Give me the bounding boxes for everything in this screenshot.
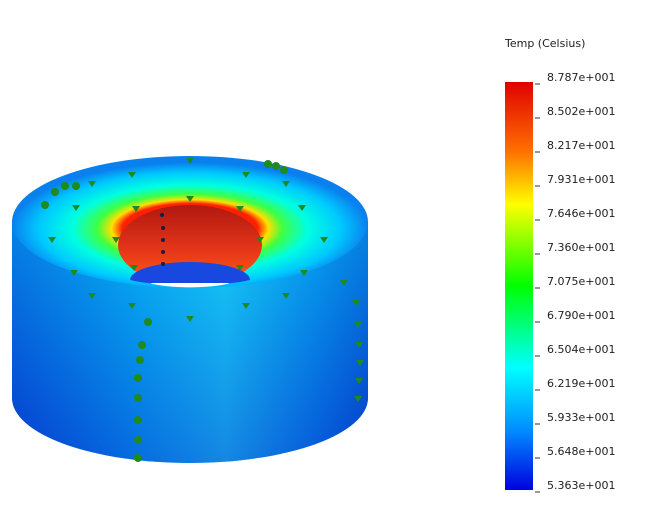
legend-label: 7.360e+001 [547,241,615,254]
part [12,156,368,463]
legend-label: 7.075e+001 [547,275,615,288]
legend-label: 7.646e+001 [547,207,615,220]
legend-label: 5.363e+001 [547,479,615,492]
load-markers [41,158,364,462]
legend-title: Temp (Celsius) [504,37,585,50]
legend-labels: 8.787e+001 8.502e+001 8.217e+001 7.931e+001… [535,71,615,493]
legend-label: 6.790e+001 [547,309,615,322]
legend-label: 7.931e+001 [547,173,615,186]
legend-label: 8.787e+001 [547,71,615,84]
color-bar [505,82,533,490]
legend-label: 6.504e+001 [547,343,615,356]
legend-label: 5.648e+001 [547,445,615,458]
legend-label: 5.933e+001 [547,411,615,424]
legend-label: 8.502e+001 [547,105,615,118]
legend-label: 6.219e+001 [547,377,615,390]
sensor-dots [160,213,165,266]
legend-label: 8.217e+001 [547,139,615,152]
